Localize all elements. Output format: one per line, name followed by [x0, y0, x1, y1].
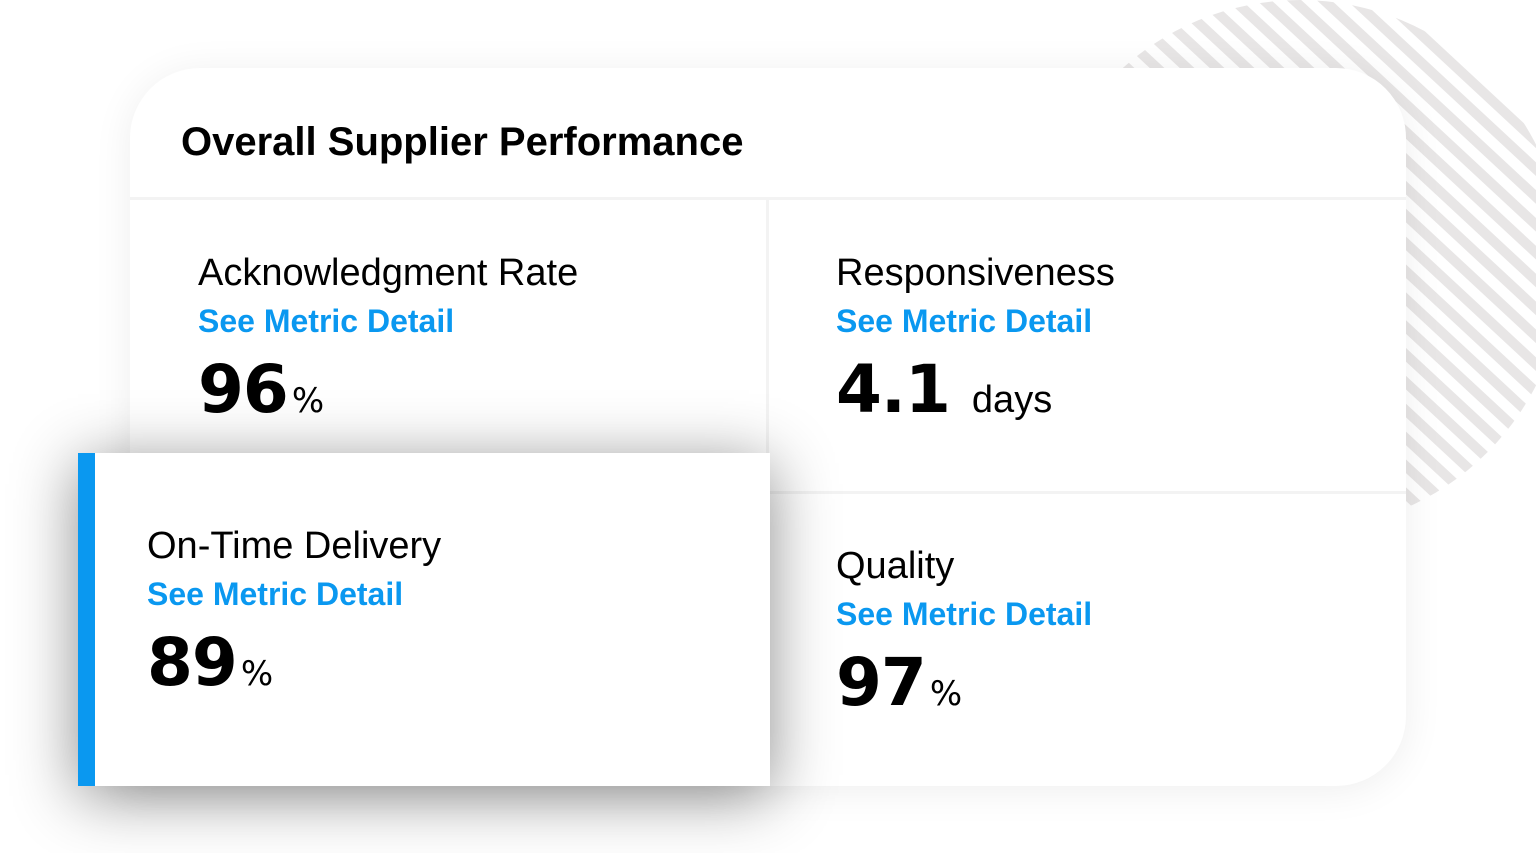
- metric-value: 4.1 days: [836, 351, 1115, 428]
- see-metric-detail-link[interactable]: See Metric Detail: [836, 303, 1093, 339]
- metric-number: 97: [836, 644, 927, 721]
- metric-label: Acknowledgment Rate: [198, 252, 579, 294]
- metric-unit: %: [929, 674, 963, 714]
- metric-value: 89%: [147, 624, 441, 701]
- see-metric-detail-link[interactable]: See Metric Detail: [836, 596, 1093, 632]
- stripe: [1175, 0, 1536, 530]
- stripe: [1265, 0, 1536, 530]
- metric-quality: Quality See Metric Detail 97%: [836, 544, 1092, 721]
- stripe: [1235, 0, 1536, 530]
- stripe: [1295, 0, 1536, 530]
- stripe: [1055, 0, 1536, 530]
- metric-label: On-Time Delivery: [147, 525, 442, 567]
- metric-acknowledgment-rate: Acknowledgment Rate See Metric Detail 96…: [198, 251, 578, 428]
- metric-on-time-delivery: On-Time Delivery See Metric Detail 89%: [147, 524, 441, 701]
- stripe: [1085, 0, 1536, 530]
- metric-number: 89: [147, 624, 238, 701]
- metric-on-time-delivery-selected[interactable]: On-Time Delivery See Metric Detail 89%: [78, 453, 770, 786]
- selected-indicator: [78, 453, 95, 786]
- metric-label: Quality: [836, 545, 955, 587]
- metric-value: 97%: [836, 644, 1092, 721]
- metric-value: 96%: [198, 351, 578, 428]
- stripe: [1325, 0, 1536, 530]
- divider: [130, 197, 1406, 200]
- metric-responsiveness: Responsiveness See Metric Detail 4.1 days: [836, 251, 1115, 428]
- see-metric-detail-link[interactable]: See Metric Detail: [147, 576, 404, 612]
- divider: [768, 491, 1406, 494]
- metric-number: 4.1: [836, 351, 951, 428]
- metric-label: Responsiveness: [836, 252, 1115, 294]
- stripe: [1205, 0, 1536, 530]
- metric-unit: %: [240, 654, 274, 694]
- metric-unit: days: [971, 379, 1053, 421]
- stripe: [1115, 0, 1536, 530]
- metric-number: 96: [198, 351, 289, 428]
- stripe: [1145, 0, 1536, 530]
- card-title: Overall Supplier Performance: [181, 120, 744, 164]
- metric-unit: %: [291, 381, 325, 421]
- see-metric-detail-link[interactable]: See Metric Detail: [198, 303, 455, 339]
